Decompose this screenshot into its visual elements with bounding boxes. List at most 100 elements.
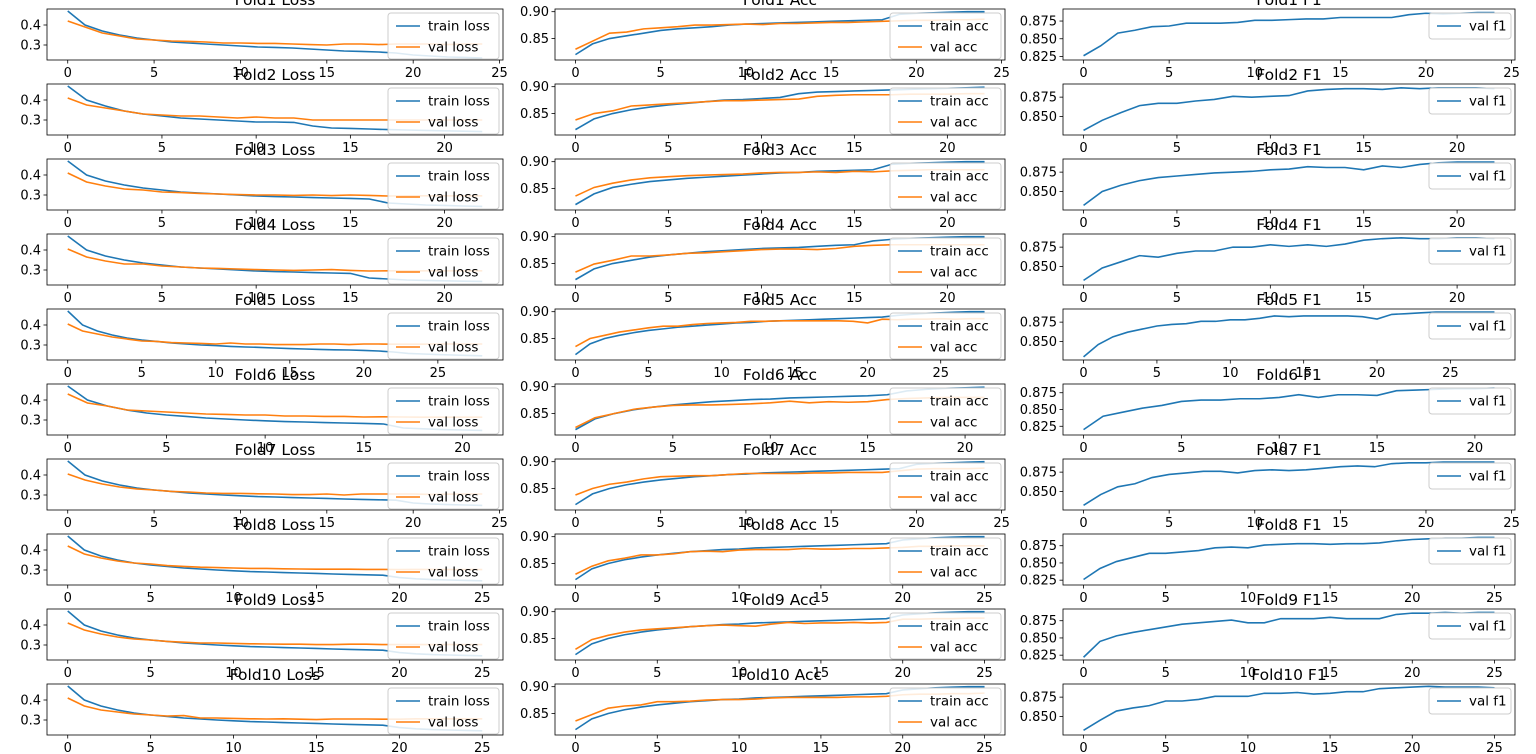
x-tick-label: 10 xyxy=(1240,741,1257,754)
y-tick-label: 0.3 xyxy=(20,189,41,204)
x-tick-label: 15 xyxy=(308,666,325,681)
x-tick-label: 0 xyxy=(64,141,72,156)
x-tick-label: 20 xyxy=(939,141,956,156)
y-tick-label: 0.875 xyxy=(1020,15,1057,30)
legend-label-train-loss: train loss xyxy=(428,94,490,110)
subplot-fold5-acc: 0.85 0.90 0 5 10 15 20 25 Fold5 Acc train acc val … xyxy=(520,291,1006,381)
x-tick-label: 20 xyxy=(391,741,408,754)
x-tick-label: 0 xyxy=(571,741,579,754)
x-tick-label: 20 xyxy=(1449,141,1466,156)
y-tick-label: 0.825 xyxy=(1020,50,1057,65)
subplot-title: Fold6 Acc xyxy=(743,366,817,384)
y-tick-label: 0.90 xyxy=(520,380,549,395)
subplot-fold3-loss: 0.3 0.4 0 5 10 15 20 Fold3 Loss train loss val lo… xyxy=(20,141,504,231)
legend-label-train-loss: train loss xyxy=(428,319,490,335)
legend-box xyxy=(1428,237,1512,265)
subplot-title: Fold10 Acc xyxy=(738,666,822,684)
x-tick-label: 0 xyxy=(571,441,579,456)
x-tick-label: 25 xyxy=(993,66,1010,81)
x-tick-label: 0 xyxy=(571,66,579,81)
y-tick-label: 0.90 xyxy=(520,155,549,170)
x-tick-label: 25 xyxy=(491,516,508,531)
subplot-title: Fold3 F1 xyxy=(1256,141,1322,159)
x-tick-label: 20 xyxy=(908,66,925,81)
x-tick-label: 5 xyxy=(1173,141,1181,156)
x-tick-label: 0 xyxy=(1079,666,1087,681)
subplot-title: Fold9 Acc xyxy=(743,591,817,609)
x-tick-label: 20 xyxy=(1404,666,1421,681)
y-tick-label: 0.850 xyxy=(1020,185,1057,200)
y-tick-label: 0.90 xyxy=(520,605,549,620)
subplot-fold7-f1: 0.850 0.875 0 5 10 15 20 25 Fold7 F1 val f1 xyxy=(1020,441,1520,531)
x-tick-label: 20 xyxy=(1449,291,1466,306)
legend-label-train-loss: train loss xyxy=(428,19,490,35)
legend: val f1 xyxy=(1428,462,1512,490)
legend: val f1 xyxy=(1428,162,1512,190)
x-tick-label: 10 xyxy=(738,66,755,81)
axes-frame xyxy=(554,308,1006,361)
axes-frame xyxy=(554,683,1006,736)
y-tick-label: 0.3 xyxy=(20,639,41,654)
axes-frame xyxy=(554,383,1006,436)
y-tick-label: 0.4 xyxy=(20,169,41,184)
y-tick-label: 0.825 xyxy=(1020,420,1057,435)
val-f1-line xyxy=(1083,11,1495,57)
x-tick-label: 5 xyxy=(1173,291,1181,306)
axes-frame xyxy=(1062,8,1516,61)
axes-frame xyxy=(554,158,1006,211)
y-tick-label: 0.850 xyxy=(1020,485,1057,500)
legend: val f1 xyxy=(1428,612,1512,640)
subplot-fold5-loss: 0.3 0.4 0 5 10 15 20 25 Fold5 Loss train loss val … xyxy=(20,291,504,381)
y-tick-label: 0.3 xyxy=(20,564,41,579)
legend: train loss val loss xyxy=(387,462,500,510)
axes-frame xyxy=(46,308,504,361)
x-tick-label: 25 xyxy=(993,516,1010,531)
x-tick-label: 5 xyxy=(664,141,672,156)
legend-box xyxy=(1428,312,1512,340)
legend-label-val-loss: val loss xyxy=(428,415,478,431)
x-tick-label: 10 xyxy=(753,141,770,156)
legend-label-val-acc: val acc xyxy=(930,190,977,206)
legend-label-val-loss: val loss xyxy=(428,490,478,506)
legend: val f1 xyxy=(1428,687,1512,715)
x-tick-label: 10 xyxy=(1222,366,1239,381)
legend-label-val-f1: val f1 xyxy=(1469,544,1507,560)
y-tick-label: 0.85 xyxy=(520,407,549,422)
x-tick-label: 0 xyxy=(571,516,579,531)
x-tick-label: 10 xyxy=(248,291,265,306)
y-tick-label: 0.850 xyxy=(1020,556,1057,571)
x-tick-label: 15 xyxy=(846,291,863,306)
y-tick-label: 0.875 xyxy=(1020,386,1057,401)
y-tick-label: 0.850 xyxy=(1020,710,1057,725)
x-tick-label: 10 xyxy=(225,591,242,606)
axes-frame xyxy=(46,533,504,586)
x-tick-label: 0 xyxy=(64,591,72,606)
legend-label-val-f1: val f1 xyxy=(1469,619,1507,635)
y-tick-label: 0.850 xyxy=(1020,260,1057,275)
y-tick-label: 0.3 xyxy=(20,339,41,354)
x-tick-label: 25 xyxy=(976,591,993,606)
x-tick-label: 0 xyxy=(1079,141,1087,156)
x-tick-label: 0 xyxy=(1079,216,1087,231)
subplot-title: Fold10 F1 xyxy=(1251,666,1326,684)
x-tick-label: 10 xyxy=(753,291,770,306)
x-tick-label: 5 xyxy=(150,516,158,531)
legend: train loss val loss xyxy=(387,237,500,285)
legend: train acc val acc xyxy=(889,612,1002,660)
x-tick-label: 15 xyxy=(859,441,876,456)
legend-label-train-loss: train loss xyxy=(428,469,490,485)
val-f1-line xyxy=(1083,685,1495,732)
y-tick-label: 0.85 xyxy=(520,707,549,722)
val-f1-line xyxy=(1083,237,1495,282)
legend: val f1 xyxy=(1428,387,1512,415)
legend-label-train-acc: train acc xyxy=(930,244,989,260)
y-tick-label: 0.85 xyxy=(520,482,549,497)
x-tick-label: 10 xyxy=(731,591,748,606)
x-tick-label: 5 xyxy=(158,291,166,306)
y-tick-label: 0.875 xyxy=(1020,91,1057,106)
y-tick-label: 0.3 xyxy=(20,264,41,279)
x-tick-label: 25 xyxy=(1486,591,1503,606)
x-tick-label: 0 xyxy=(571,366,579,381)
legend-label-train-loss: train loss xyxy=(428,244,490,260)
